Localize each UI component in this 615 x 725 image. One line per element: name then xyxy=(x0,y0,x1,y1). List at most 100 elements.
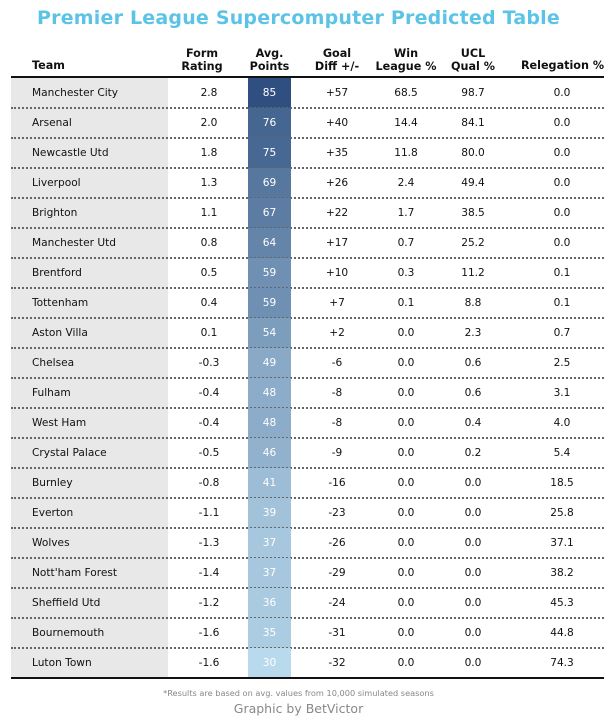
ucl-qual-pct: 0.0 xyxy=(464,627,482,639)
form-rating: -1.4 xyxy=(198,567,220,579)
win-league-pct: 0.0 xyxy=(397,627,415,639)
goal-diff: +22 xyxy=(325,207,349,219)
ucl-qual-pct: 2.3 xyxy=(464,327,482,339)
team-name: Wolves xyxy=(32,537,70,549)
win-league-pct: 0.0 xyxy=(397,357,415,369)
win-league-pct: 0.7 xyxy=(397,237,415,249)
relegation-pct: 5.4 xyxy=(553,447,571,459)
row-divider xyxy=(11,347,604,349)
avg-points: 35 xyxy=(248,618,291,648)
table-row: Brentford 0.5 59 +10 0.3 11.2 0.1 xyxy=(11,258,604,289)
avg-points: 36 xyxy=(248,588,291,618)
form-rating: 0.8 xyxy=(200,237,218,249)
row-divider xyxy=(11,527,604,529)
table-row: Manchester City 2.8 85 +57 68.5 98.7 0.0 xyxy=(11,78,604,109)
form-rating: -1.1 xyxy=(198,507,220,519)
row-divider xyxy=(11,467,604,469)
goal-diff: -24 xyxy=(328,597,346,609)
team-name: Fulham xyxy=(32,387,71,399)
ucl-qual-pct: 0.6 xyxy=(464,357,482,369)
win-league-pct: 0.0 xyxy=(397,417,415,429)
ucl-qual-pct: 0.0 xyxy=(464,537,482,549)
win-league-pct: 0.3 xyxy=(397,267,415,279)
team-name: Bournemouth xyxy=(32,627,105,639)
goal-diff: -31 xyxy=(328,627,346,639)
ucl-qual-pct: 0.2 xyxy=(464,447,482,459)
ucl-qual-pct: 0.0 xyxy=(464,567,482,579)
relegation-pct: 2.5 xyxy=(553,357,571,369)
table-row: West Ham -0.4 48 -8 0.0 0.4 4.0 xyxy=(11,408,604,439)
table-row: Tottenham 0.4 59 +7 0.1 8.8 0.1 xyxy=(11,288,604,319)
avg-points: 69 xyxy=(248,168,291,198)
header-team: Team xyxy=(32,59,65,72)
header-points-line2: Points xyxy=(249,60,290,73)
ucl-qual-pct: 0.4 xyxy=(464,417,482,429)
row-divider xyxy=(11,497,604,499)
ucl-qual-pct: 11.2 xyxy=(461,267,485,279)
relegation-pct: 0.0 xyxy=(553,177,571,189)
goal-diff: +35 xyxy=(325,147,349,159)
row-divider xyxy=(11,287,604,289)
form-rating: -0.4 xyxy=(198,387,220,399)
table-row: Wolves -1.3 37 -26 0.0 0.0 37.1 xyxy=(11,528,604,559)
row-divider xyxy=(11,557,604,559)
goal-diff: -8 xyxy=(331,417,343,429)
ucl-qual-pct: 49.4 xyxy=(461,177,485,189)
avg-points: 39 xyxy=(248,498,291,528)
ucl-qual-pct: 25.2 xyxy=(461,237,485,249)
ucl-qual-pct: 8.8 xyxy=(464,297,482,309)
win-league-pct: 0.0 xyxy=(397,387,415,399)
avg-points: 76 xyxy=(248,108,291,138)
goal-diff: +57 xyxy=(325,87,349,99)
goal-diff: -6 xyxy=(331,357,343,369)
win-league-pct: 0.0 xyxy=(397,567,415,579)
team-name: Manchester City xyxy=(32,87,119,99)
team-name: Manchester Utd xyxy=(32,237,116,249)
row-divider xyxy=(11,437,604,439)
form-rating: 0.5 xyxy=(200,267,218,279)
header-points-line1: Avg. xyxy=(255,47,284,60)
form-rating: -0.3 xyxy=(198,357,220,369)
goal-diff: -32 xyxy=(328,657,346,669)
avg-points: 41 xyxy=(248,468,291,498)
win-league-pct: 11.8 xyxy=(394,147,418,159)
header-form-line2: Rating xyxy=(181,60,223,73)
table-row: Burnley -0.8 41 -16 0.0 0.0 18.5 xyxy=(11,468,604,499)
win-league-pct: 0.0 xyxy=(397,657,415,669)
avg-points: 30 xyxy=(248,648,291,678)
table-row: Sheffield Utd -1.2 36 -24 0.0 0.0 45.3 xyxy=(11,588,604,619)
form-rating: 0.4 xyxy=(200,297,218,309)
table-row: Newcastle Utd 1.8 75 +35 11.8 80.0 0.0 xyxy=(11,138,604,169)
table-row: Liverpool 1.3 69 +26 2.4 49.4 0.0 xyxy=(11,168,604,199)
row-divider xyxy=(11,167,604,169)
header-relegation: Relegation % xyxy=(520,59,605,72)
relegation-pct: 0.1 xyxy=(553,267,571,279)
chart-title: Premier League Supercomputer Predicted T… xyxy=(37,7,560,29)
ucl-qual-pct: 80.0 xyxy=(461,147,485,159)
team-name: Brighton xyxy=(32,207,78,219)
team-name: Brentford xyxy=(32,267,82,279)
avg-points: 59 xyxy=(248,258,291,288)
avg-points: 85 xyxy=(248,78,291,108)
avg-points: 49 xyxy=(248,348,291,378)
ucl-qual-pct: 0.6 xyxy=(464,387,482,399)
relegation-pct: 38.2 xyxy=(550,567,574,579)
goal-diff: +26 xyxy=(325,177,349,189)
avg-points: 59 xyxy=(248,288,291,318)
team-name: Tottenham xyxy=(32,297,89,309)
avg-points: 67 xyxy=(248,198,291,228)
goal-diff: -9 xyxy=(331,447,343,459)
row-divider xyxy=(11,197,604,199)
form-rating: 1.8 xyxy=(200,147,218,159)
relegation-pct: 25.8 xyxy=(550,507,574,519)
relegation-pct: 3.1 xyxy=(553,387,571,399)
row-divider xyxy=(11,137,604,139)
row-divider xyxy=(11,377,604,379)
win-league-pct: 0.0 xyxy=(397,477,415,489)
header-rule xyxy=(11,76,604,78)
header-goal-diff-line1: Goal xyxy=(322,47,352,60)
win-league-pct: 0.0 xyxy=(397,447,415,459)
team-name: Liverpool xyxy=(32,177,81,189)
avg-points: 75 xyxy=(248,138,291,168)
win-league-pct: 0.1 xyxy=(397,297,415,309)
